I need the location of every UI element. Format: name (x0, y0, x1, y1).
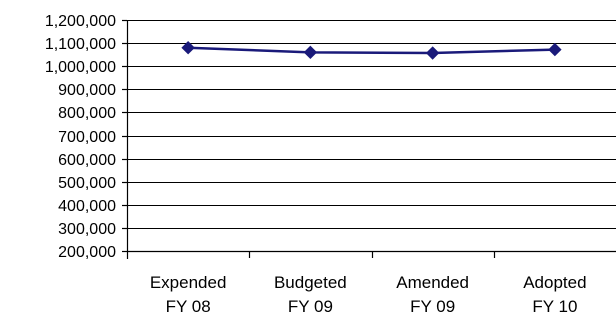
y-tick-label: 400,000 (58, 198, 116, 215)
x-tick-label: Amended FY 09 (396, 273, 469, 316)
y-tick-label: 900,000 (58, 82, 116, 99)
y-tick-label: 1,200,000 (45, 13, 116, 30)
y-tick-label: 1,100,000 (45, 36, 116, 53)
x-axis: Expended FY 08 Budgeted FY 09 Amended FY 09 Ad… (150, 251, 587, 316)
y-tick-label: 300,000 (58, 221, 116, 238)
gridlines (127, 20, 616, 253)
y-axis: 200,000 300,000 400,000 500,000 600,000 700,0… (45, 13, 129, 261)
y-tick-label: 600,000 (58, 152, 116, 169)
y-tick-label: 700,000 (58, 129, 116, 146)
series (181, 41, 562, 60)
y-tick-label: 800,000 (58, 105, 116, 122)
x-tick-label: Budgeted FY 09 (274, 273, 347, 316)
y-tick-label: 200,000 (58, 244, 116, 261)
y-tick-label: 500,000 (58, 175, 116, 192)
y-tick-label: 1,000,000 (45, 59, 116, 76)
x-tick-label: Expended FY 08 (150, 273, 227, 316)
data-point-marker (303, 45, 318, 60)
series-line (188, 46, 555, 55)
data-point-marker (181, 41, 195, 55)
data-point-marker (425, 46, 440, 60)
x-tick-label: Adopted FY 10 (523, 273, 586, 316)
data-point-marker (548, 42, 562, 57)
